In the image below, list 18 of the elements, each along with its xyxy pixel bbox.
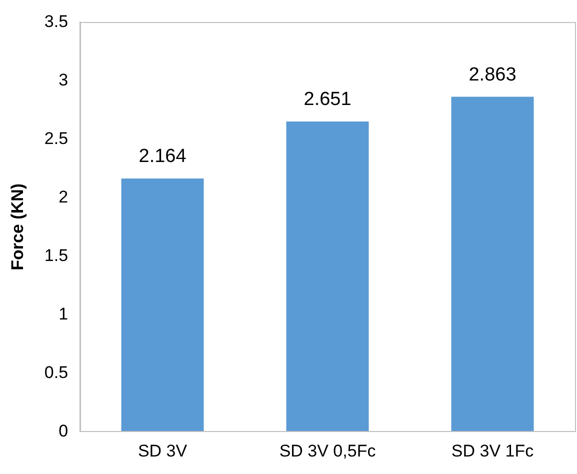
x-tick-label: SD 3V 0,5Fc [279,441,376,460]
y-tick-label: 3.5 [44,12,68,31]
y-axis-title: Force (KN) [8,183,27,270]
y-tick-label: 0 [58,421,68,440]
bar [451,96,534,432]
y-tick-label: 1 [58,304,68,324]
y-tick-label: 3 [58,70,68,90]
y-tick-label: 0.5 [44,362,68,382]
data-label: 2.863 [468,64,516,86]
data-label: 2.651 [304,89,352,110]
x-tick-label: SD 3V [138,441,188,460]
y-tick-label: 1.5 [44,246,68,265]
y-tick-label: 2 [58,187,68,206]
bar [121,178,204,432]
x-tick-label: SD 3V 1Fc [451,441,534,460]
bar [286,122,369,432]
y-tick-label: 2.5 [44,128,68,148]
data-label: 2.164 [138,146,187,168]
